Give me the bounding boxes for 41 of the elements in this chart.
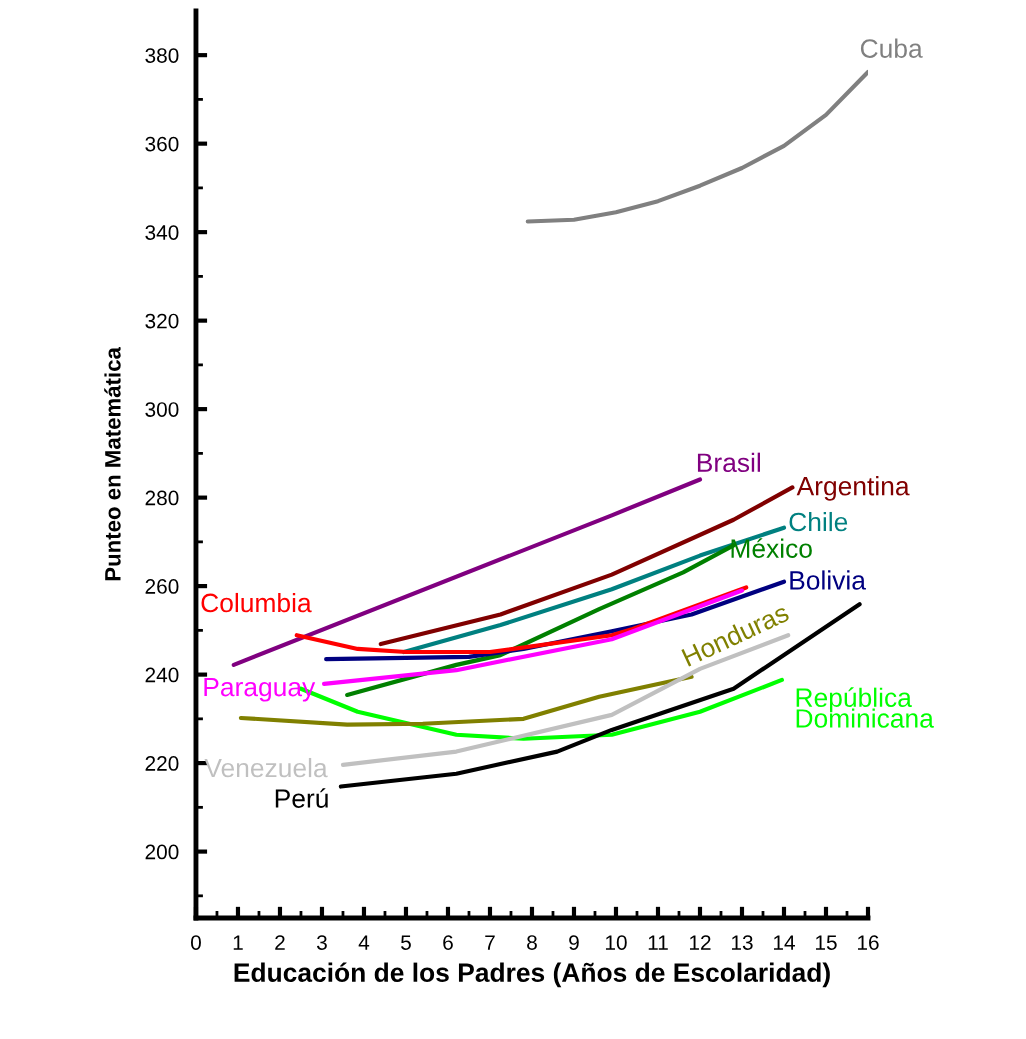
series-label: Paraguay — [204, 677, 316, 702]
series-label: Columbia — [201, 592, 312, 613]
x-tick-label: 5 — [401, 935, 411, 950]
x-tick-label: 16 — [858, 935, 879, 950]
series-label: Perú — [275, 788, 328, 808]
x-tick-label: 1 — [233, 935, 243, 950]
y-tick-label: 240 — [145, 667, 179, 683]
series-label: República Dominicana — [796, 687, 934, 728]
y-tick-label: 280 — [145, 490, 179, 506]
x-tick-label: 8 — [527, 935, 537, 950]
line-series — [525, 69, 868, 224]
x-tick-label: 13 — [731, 935, 753, 950]
x-tick-label: 14 — [774, 935, 795, 950]
series-label: Venezuela — [204, 757, 328, 778]
series-label: Argentina — [796, 476, 910, 501]
series-label: México — [731, 538, 812, 558]
x-tick-label: 6 — [443, 935, 453, 950]
x-tick-label: 3 — [316, 935, 327, 950]
series-label: Brasil — [697, 452, 761, 473]
series-label: Cuba — [860, 38, 923, 58]
x-tick-label: 12 — [689, 935, 711, 950]
y-tick-label: 380 — [145, 48, 179, 63]
y-tick-label: 360 — [145, 136, 179, 152]
y-tick-label: 260 — [145, 579, 179, 594]
y-tick-label: 300 — [145, 402, 179, 417]
x-tick-label: 7 — [485, 935, 495, 950]
x-tick-label: 15 — [816, 935, 837, 950]
y-tick-label: 340 — [145, 225, 179, 240]
x-tick-label: 4 — [358, 935, 370, 950]
x-axis-title: Educación de los Padres (Años de Escolaridad) — [234, 962, 830, 988]
y-tick-label: 200 — [145, 844, 179, 860]
x-tick-label: 2 — [275, 935, 285, 950]
x-tick-label: 11 — [648, 935, 668, 950]
x-tick-label: 0 — [190, 935, 201, 950]
y-axis-title: Punteo en Matemática — [104, 346, 121, 581]
y-tick-label: 320 — [145, 313, 179, 329]
series-label: Chile — [789, 511, 848, 532]
x-tick-label: 10 — [605, 935, 627, 950]
series-label: Bolivia — [790, 570, 866, 590]
x-tick-label: 9 — [569, 935, 579, 950]
y-tick-label: 220 — [145, 756, 179, 771]
